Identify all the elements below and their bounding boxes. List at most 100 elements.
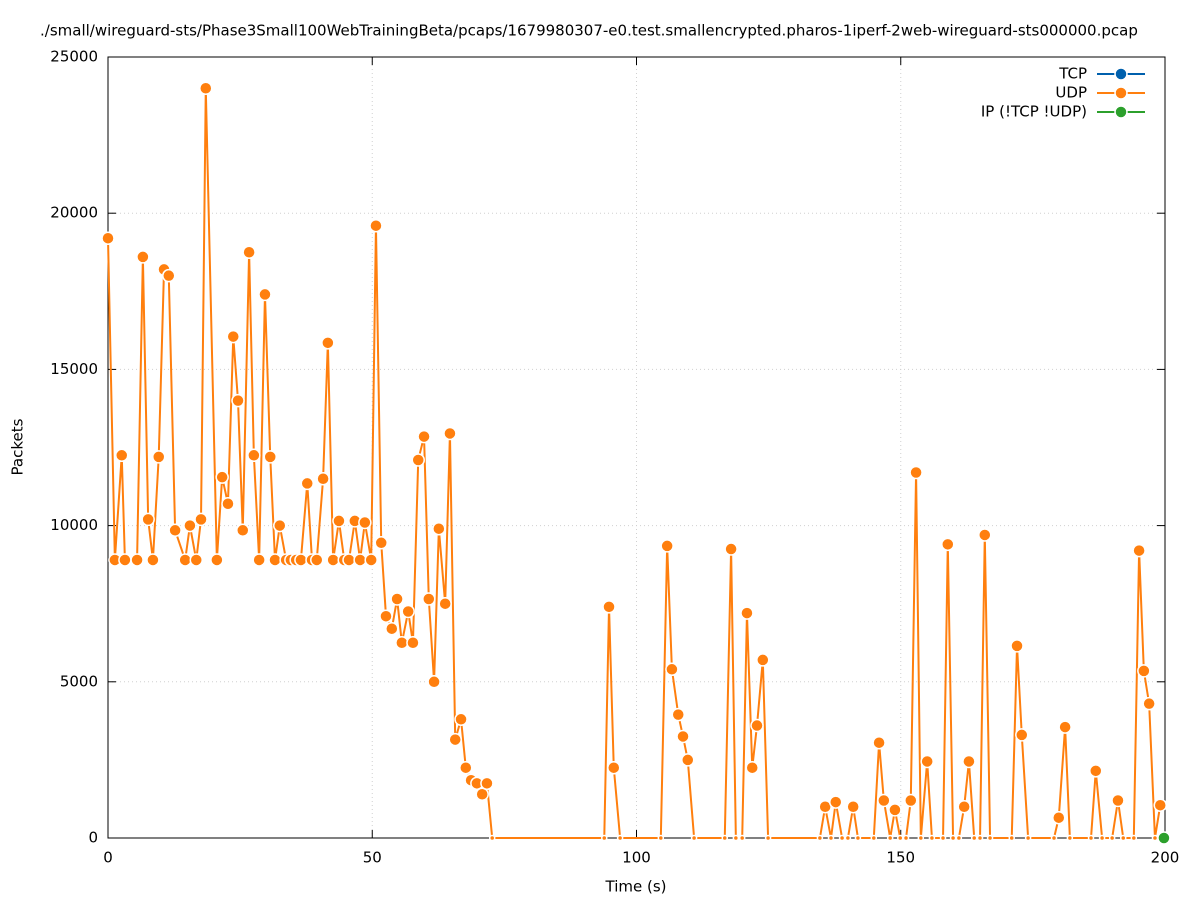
legend-marker bbox=[1114, 105, 1128, 119]
point bbox=[151, 450, 166, 464]
point bbox=[1066, 834, 1074, 842]
y-tick-label: 20000 bbox=[50, 204, 98, 222]
point bbox=[738, 834, 746, 842]
point bbox=[1111, 793, 1125, 808]
point bbox=[215, 470, 229, 484]
point bbox=[189, 553, 204, 567]
point bbox=[838, 834, 846, 842]
legend-label: UDP bbox=[1055, 84, 1087, 102]
point bbox=[114, 448, 129, 463]
point bbox=[385, 621, 399, 636]
point bbox=[1010, 639, 1024, 653]
point bbox=[332, 514, 346, 528]
point bbox=[976, 834, 984, 842]
point bbox=[886, 834, 894, 842]
point bbox=[406, 636, 420, 650]
point bbox=[432, 521, 446, 536]
point bbox=[294, 553, 308, 567]
point bbox=[480, 776, 494, 791]
point bbox=[1008, 834, 1015, 842]
point bbox=[475, 787, 489, 802]
point bbox=[221, 496, 235, 511]
plot-border bbox=[107, 56, 1166, 839]
point bbox=[364, 553, 378, 567]
point bbox=[141, 512, 155, 527]
point bbox=[263, 450, 277, 464]
point bbox=[1024, 834, 1032, 842]
point bbox=[660, 539, 674, 553]
point bbox=[1142, 696, 1156, 711]
point bbox=[764, 834, 772, 842]
point bbox=[917, 834, 925, 842]
point bbox=[210, 553, 224, 567]
y-tick-label: 25000 bbox=[50, 48, 98, 66]
point bbox=[1089, 764, 1103, 778]
point bbox=[236, 523, 250, 538]
point bbox=[1058, 720, 1072, 734]
x-tick-label: 200 bbox=[1151, 849, 1180, 867]
point bbox=[178, 553, 192, 567]
point bbox=[941, 537, 955, 552]
point bbox=[310, 553, 324, 567]
point bbox=[657, 834, 665, 842]
point bbox=[909, 465, 923, 480]
point bbox=[488, 834, 496, 842]
point bbox=[616, 834, 624, 842]
point bbox=[231, 393, 245, 408]
point bbox=[962, 754, 976, 769]
point bbox=[417, 429, 431, 444]
y-axis-label: Packets bbox=[9, 418, 27, 475]
point bbox=[986, 834, 994, 842]
point bbox=[168, 523, 182, 538]
point bbox=[199, 81, 213, 95]
point bbox=[1052, 810, 1066, 825]
point bbox=[101, 231, 115, 245]
point bbox=[607, 760, 621, 775]
point bbox=[390, 592, 404, 606]
point bbox=[877, 793, 891, 808]
point bbox=[1108, 834, 1116, 842]
point bbox=[745, 760, 759, 775]
point bbox=[422, 592, 436, 606]
point bbox=[690, 834, 698, 842]
point bbox=[854, 834, 862, 842]
point bbox=[273, 518, 287, 533]
point bbox=[369, 218, 383, 233]
point bbox=[374, 536, 388, 550]
point bbox=[1157, 831, 1171, 845]
point bbox=[827, 834, 835, 842]
legend-marker bbox=[1114, 67, 1128, 81]
point bbox=[1098, 834, 1106, 842]
point bbox=[978, 528, 992, 542]
series-line bbox=[107, 88, 1162, 839]
y-tick-label: 15000 bbox=[50, 360, 98, 378]
point bbox=[846, 800, 860, 814]
point bbox=[268, 553, 282, 567]
point bbox=[454, 712, 468, 727]
point bbox=[459, 760, 473, 775]
point bbox=[252, 553, 266, 567]
point bbox=[342, 553, 356, 567]
legend-label: IP (!TCP !UDP) bbox=[981, 103, 1087, 121]
point bbox=[321, 336, 335, 350]
point bbox=[1119, 834, 1127, 842]
point bbox=[326, 553, 340, 567]
point bbox=[1015, 728, 1029, 742]
point bbox=[681, 753, 695, 767]
point bbox=[870, 834, 878, 842]
series bbox=[1157, 831, 1171, 845]
point bbox=[970, 834, 978, 842]
point bbox=[401, 604, 415, 619]
point bbox=[247, 448, 261, 463]
point bbox=[443, 426, 457, 441]
point bbox=[828, 795, 843, 809]
x-tick-label: 100 bbox=[622, 849, 651, 867]
point bbox=[1137, 664, 1151, 678]
point bbox=[1153, 798, 1167, 812]
x-axis-label: Time (s) bbox=[605, 878, 667, 896]
point bbox=[732, 834, 740, 842]
point bbox=[939, 834, 947, 842]
point bbox=[130, 553, 144, 567]
point bbox=[395, 636, 409, 650]
point bbox=[896, 834, 904, 842]
